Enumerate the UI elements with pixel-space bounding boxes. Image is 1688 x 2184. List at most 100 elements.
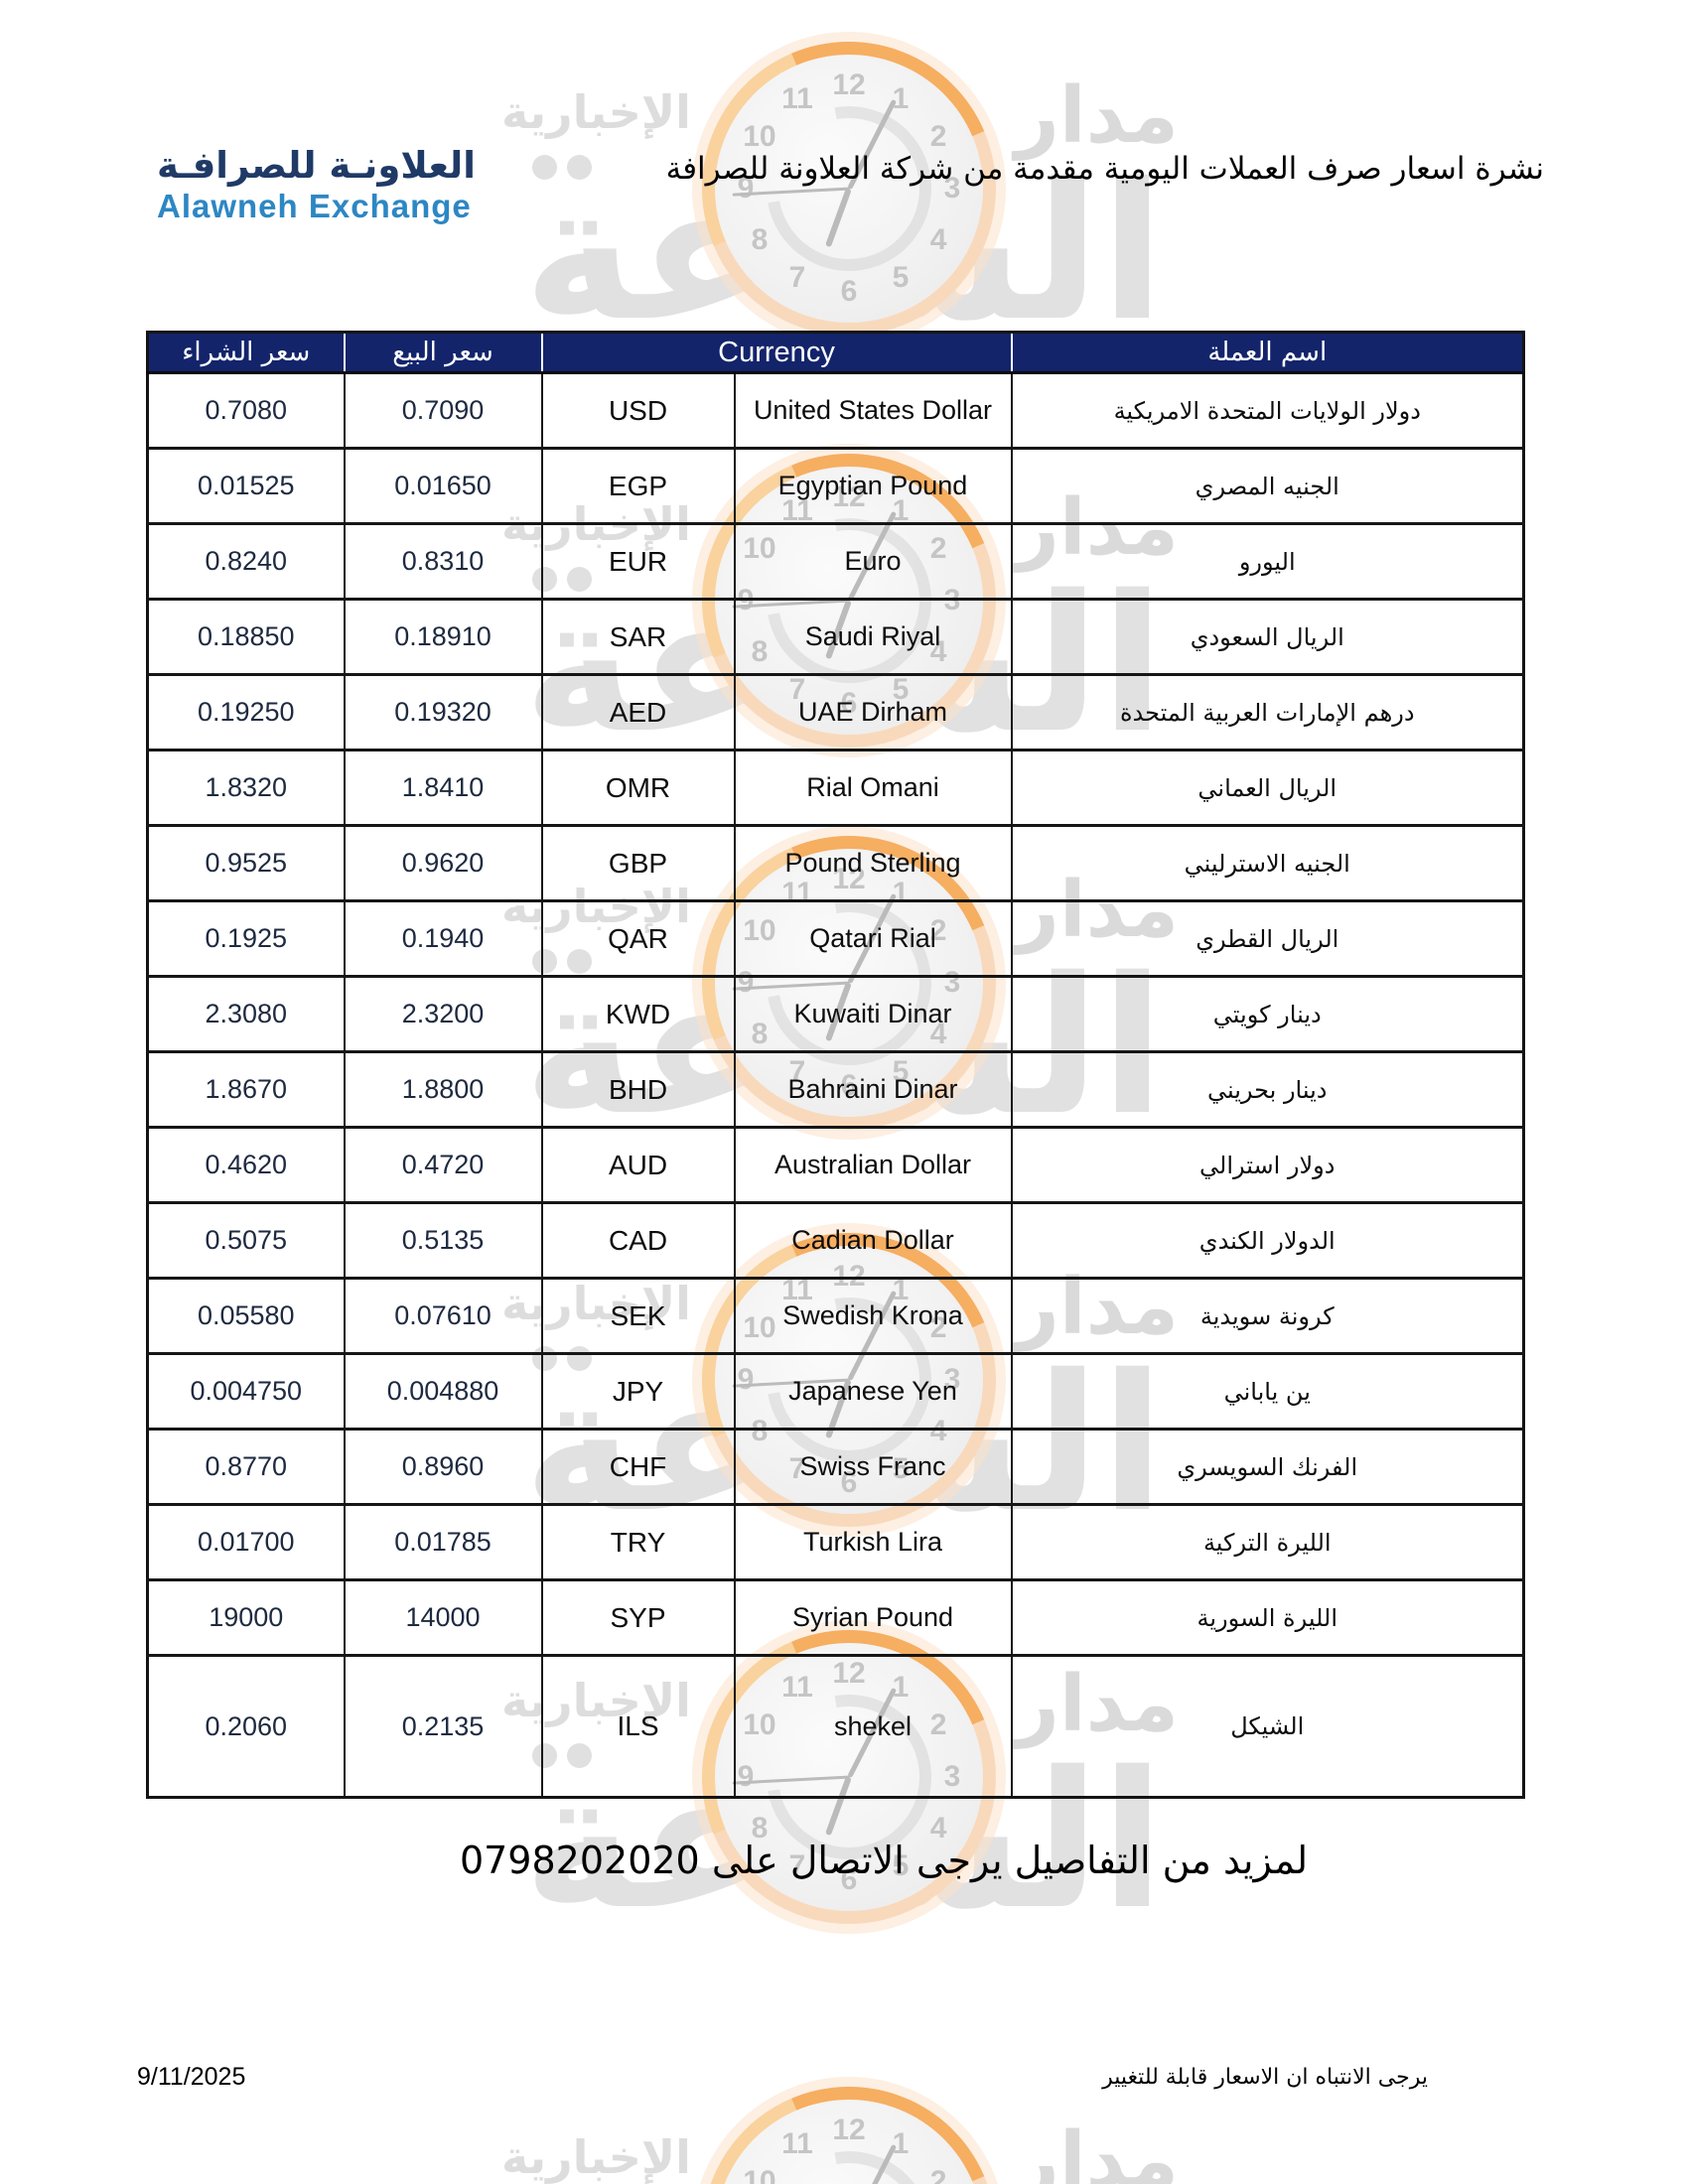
contact-phone-line: لمزيد من التفاصيل يرجى الاتصال على 07982… [459, 1839, 1309, 1882]
currency-name-ar: ين ياباني [1010, 1352, 1525, 1431]
sell-rate: 1.8410 [343, 749, 543, 827]
currency-code: CHF [540, 1428, 736, 1506]
currency-code: SYP [540, 1578, 736, 1657]
buy-rate: 1.8670 [146, 1050, 346, 1129]
sell-rate: 0.8960 [343, 1428, 543, 1506]
currency-name-en: Saudi Riyal [733, 598, 1013, 676]
currency-name-en: Cadian Dollar [733, 1201, 1013, 1280]
clock-number: 1 [892, 81, 910, 115]
clock-number: 1 [892, 2126, 910, 2160]
buy-rate: 0.9525 [146, 824, 346, 902]
rate-row-jpy: 0.004750 0.004880 JPY Japanese Yen ين ياباني [146, 1352, 1525, 1431]
currency-name-en: Japanese Yen [733, 1352, 1013, 1431]
currency-name-en: Swiss Franc [733, 1428, 1013, 1506]
rate-row-bhd: 1.8670 1.8800 BHD Bahraini Dinar دينار بحرين… [146, 1050, 1525, 1129]
sell-rate: 0.2135 [343, 1654, 543, 1799]
currency-name-en: shekel [733, 1654, 1013, 1799]
buy-rate: 19000 [146, 1578, 346, 1657]
currency-name-en: UAE Dirham [733, 673, 1013, 751]
currency-name-en: Pound Sterling [733, 824, 1013, 902]
currency-code: TRY [540, 1503, 736, 1581]
buy-rate: 1.8320 [146, 749, 346, 827]
buy-rate: 0.1925 [146, 899, 346, 978]
sell-rate: 0.01785 [343, 1503, 543, 1581]
rate-row-syp: 19000 14000 SYP Syrian Pound الليرة السورية [146, 1578, 1525, 1657]
currency-name-ar: الشيكل [1010, 1654, 1525, 1799]
currency-name-ar: دينار بحريني [1010, 1050, 1525, 1129]
rate-row-cad: 0.5075 0.5135 CAD Cadian Dollar الدولار الكن… [146, 1201, 1525, 1280]
rate-row-egp: 0.01525 0.01650 EGP Egyptian Pound الجنيه ال… [146, 447, 1525, 525]
sell-rate: 0.18910 [343, 598, 543, 676]
clock-number: 2 [929, 120, 947, 153]
currency-name-ar: دولار استرالي [1010, 1126, 1525, 1204]
sell-rate: 14000 [343, 1578, 543, 1657]
currency-name-en: Qatari Rial [733, 899, 1013, 978]
currency-name-en: Egyptian Pound [733, 447, 1013, 525]
currency-name-en: Euro [733, 522, 1013, 601]
currency-name-en: Australian Dollar [733, 1126, 1013, 1204]
column-header-buy-price: سعر الشراء [147, 332, 345, 374]
buy-rate: 0.5075 [146, 1201, 346, 1280]
currency-code: GBP [540, 824, 736, 902]
clock-number: 4 [929, 223, 947, 256]
currency-name-ar: الجنيه الاسترليني [1010, 824, 1525, 902]
buy-rate: 0.004750 [146, 1352, 346, 1431]
buy-rate: 0.7080 [146, 371, 346, 450]
currency-name-en: Kuwaiti Dinar [733, 975, 1013, 1053]
watermark-akhbariya-text: الإخبارية [501, 2130, 691, 2184]
header-row: سعر الشراء سعر البيع Currency اسم العملة [147, 332, 1524, 374]
sell-rate: 0.4720 [343, 1126, 543, 1204]
rate-row-gbp: 0.9525 0.9620 GBP Pound Sterling الجنيه الاس… [146, 824, 1525, 902]
clock-number: 10 [743, 2165, 776, 2184]
sell-rate: 1.8800 [343, 1050, 543, 1129]
rate-row-sar: 0.18850 0.18910 SAR Saudi Riyal الريال السعو… [146, 598, 1525, 676]
currency-name-ar: الريال السعودي [1010, 598, 1525, 676]
rate-row-ils: 0.2060 0.2135 ILS shekel الشيكل [146, 1654, 1525, 1799]
currency-code: SAR [540, 598, 736, 676]
rate-row-eur: 0.8240 0.8310 EUR Euro اليورو [146, 522, 1525, 601]
logo-english-text: Alawneh Exchange [157, 187, 472, 224]
rate-row-qar: 0.1925 0.1940 QAR Qatari Rial الريال القطري [146, 899, 1525, 978]
clock-number: 7 [788, 261, 806, 295]
currency-code: OMR [540, 749, 736, 827]
sell-rate: 0.9620 [343, 824, 543, 902]
currency-code: BHD [540, 1050, 736, 1129]
rates-header: سعر الشراء سعر البيع Currency اسم العملة [147, 332, 1524, 374]
currency-name-ar: درهم الإمارات العربية المتحدة [1010, 673, 1525, 751]
rate-row-omr: 1.8320 1.8410 OMR Rial Omani الريال العماني [146, 749, 1525, 827]
currency-code: JPY [540, 1352, 736, 1431]
clock-number: 11 [781, 81, 813, 115]
currency-name-en: Rial Omani [733, 749, 1013, 827]
buy-rate: 0.8240 [146, 522, 346, 601]
watermark-madar-text: مدار [1015, 2116, 1179, 2184]
bulletin-date: 9/11/2025 [137, 2063, 246, 2091]
currency-code: QAR [540, 899, 736, 978]
sell-rate: 2.3200 [343, 975, 543, 1053]
currency-name-ar: الفرنك السويسري [1010, 1428, 1525, 1506]
currency-name-ar: الليرة التركية [1010, 1503, 1525, 1581]
rate-row-aed: 0.19250 0.19320 AED UAE Dirham درهم الإمارات… [146, 673, 1525, 751]
logo-arabic-text: العلاونـة للصرافـة [157, 144, 476, 187]
buy-rate: 0.2060 [146, 1654, 346, 1799]
sell-rate: 0.7090 [343, 371, 543, 450]
currency-code: CAD [540, 1201, 736, 1280]
buy-rate: 0.01700 [146, 1503, 346, 1581]
watermark-dots-icon [532, 155, 602, 185]
sell-rate: 0.19320 [343, 673, 543, 751]
rate-row-kwd: 2.3080 2.3200 KWD Kuwaiti Dinar دينار كويتي [146, 975, 1525, 1053]
watermark-madar-text: مدار [1015, 71, 1179, 161]
sell-rate: 0.8310 [343, 522, 543, 601]
clock-number: 10 [743, 120, 776, 153]
currency-name-ar: دينار كويتي [1010, 975, 1525, 1053]
column-header-currency: Currency [540, 332, 1012, 374]
column-header-currency-name-ar: اسم العملة [1010, 332, 1524, 374]
rate-row-chf: 0.8770 0.8960 CHF Swiss Franc الفرنك السويسر… [146, 1428, 1525, 1506]
sell-rate: 0.004880 [343, 1352, 543, 1431]
currency-name-en: Turkish Lira [733, 1503, 1013, 1581]
buy-rate: 0.01525 [146, 447, 346, 525]
rate-row-sek: 0.05580 0.07610 SEK Swedish Krona كرونة سويد… [146, 1277, 1525, 1355]
buy-rate: 0.4620 [146, 1126, 346, 1204]
currency-code: EUR [540, 522, 736, 601]
